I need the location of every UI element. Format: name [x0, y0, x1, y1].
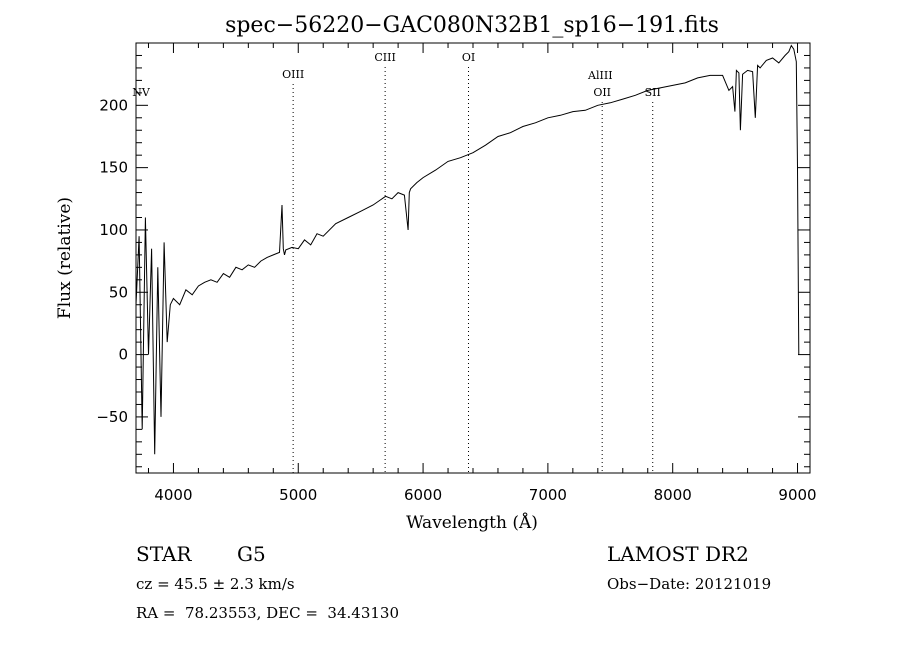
x-axis-label: Wavelength (Å) [406, 512, 538, 533]
spectrum-line [135, 44, 800, 455]
redshift-cz: cz = 45.5 ± 2.3 km/s [136, 575, 295, 593]
observation-date: Obs−Date: 20121019 [607, 575, 772, 593]
line-marker-label: OIII [282, 68, 304, 81]
x-tick-label: 4000 [154, 486, 192, 504]
line-marker-label: OI [462, 51, 475, 64]
line-marker-label: OII [593, 86, 611, 99]
y-axis: −50 0 50 100 150 200 [96, 54, 810, 468]
x-tick-label: 6000 [404, 486, 442, 504]
line-marker-label: AlIII [587, 69, 613, 82]
x-tick-label: 5000 [279, 486, 317, 504]
x-tick-label: 9000 [778, 486, 816, 504]
y-tick-label: 0 [118, 346, 128, 364]
x-tick-label: 7000 [529, 486, 567, 504]
survey-name: LAMOST DR2 [607, 542, 749, 566]
y-tick-label: 100 [99, 221, 128, 239]
y-tick-label: 200 [99, 96, 128, 114]
line-marker-label: SII [645, 86, 661, 99]
x-axis: 4000 5000 6000 7000 8000 9000 [147, 43, 817, 504]
sky-coordinates: RA = 78.23553, DEC = 34.43130 [136, 604, 400, 622]
y-tick-label: 50 [109, 283, 128, 301]
y-axis-label: Flux (relative) [55, 197, 75, 319]
plot-frame [135, 42, 811, 474]
chart-title: spec−56220−GAC080N32B1_sp16−191.fits [225, 13, 719, 38]
y-tick-label: −50 [96, 408, 128, 426]
object-type: STAR [136, 542, 192, 566]
y-tick-label: 150 [99, 159, 128, 177]
x-tick-label: 8000 [654, 486, 692, 504]
object-subclass: G5 [237, 542, 266, 566]
line-marker-label: CIII [374, 51, 395, 64]
